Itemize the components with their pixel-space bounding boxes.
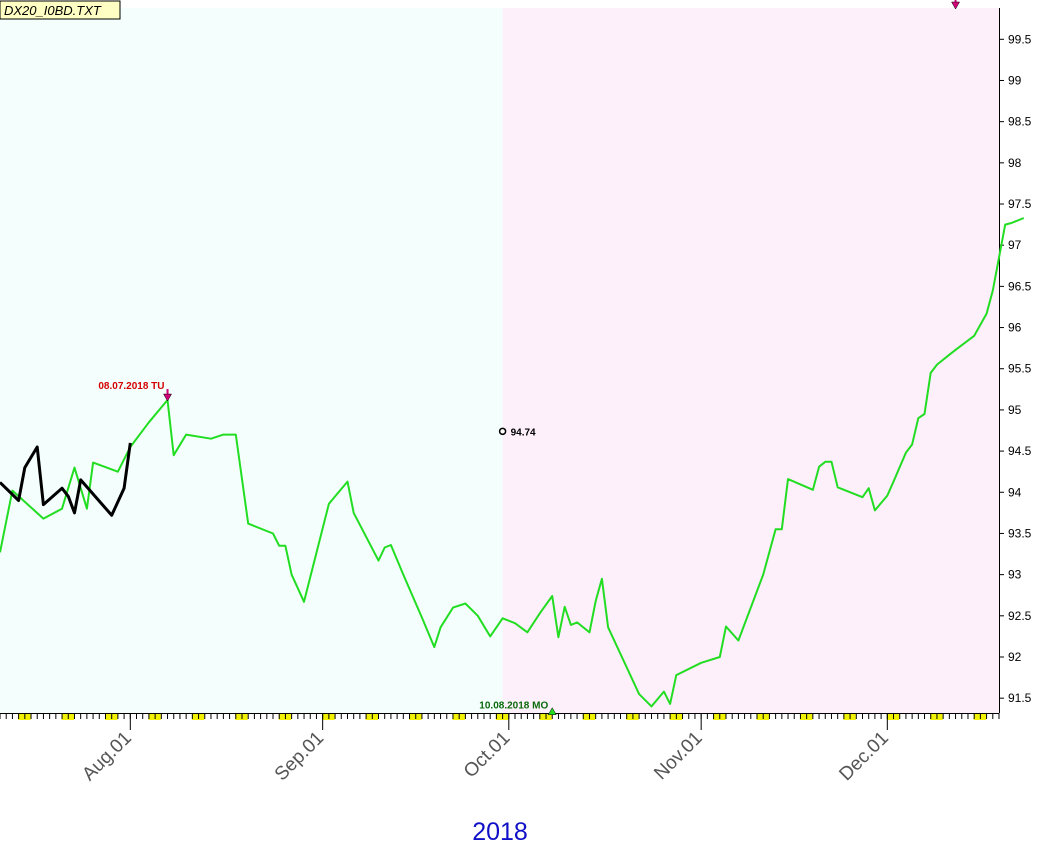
weekend-marker xyxy=(675,714,683,720)
green-series-line xyxy=(0,217,1025,708)
black-series-line xyxy=(0,442,132,517)
weekend-marker xyxy=(495,714,503,720)
weekend-marker xyxy=(278,714,285,720)
y-tick-label: 99 xyxy=(1008,73,1022,87)
y-tick-label: 94 xyxy=(1008,485,1022,499)
weekend-marker xyxy=(979,714,987,720)
weekend-marker xyxy=(365,714,372,720)
weekend-marker xyxy=(67,714,74,720)
weekend-marker xyxy=(626,714,633,720)
weekend-marker xyxy=(713,714,720,720)
weekend-marker xyxy=(191,714,199,720)
weekend-marker xyxy=(452,714,459,720)
weekend-marker xyxy=(371,714,378,720)
y-tick-label: 96.5 xyxy=(1008,279,1032,293)
weekend-marker xyxy=(328,714,335,720)
zone-background-1 xyxy=(0,8,503,713)
y-tick-label: 96 xyxy=(1008,321,1022,335)
weekend-marker xyxy=(415,714,422,720)
weekend-marker xyxy=(458,714,465,720)
weekend-marker xyxy=(669,714,676,720)
x-tick-label: Nov.01 xyxy=(650,728,706,784)
last-value-label: 94.74 xyxy=(511,427,536,438)
weekend-marker xyxy=(843,714,850,720)
weekend-marker xyxy=(241,714,248,720)
weekend-marker xyxy=(936,714,943,720)
weekend-marker xyxy=(756,714,763,720)
weekend-marker xyxy=(973,714,980,720)
y-tick-label: 93.5 xyxy=(1008,526,1032,540)
weekend-marker xyxy=(762,714,769,720)
x-tick-label: Sep.01 xyxy=(271,728,328,785)
weekend-marker xyxy=(849,714,856,720)
high-marker-arrow xyxy=(163,393,172,402)
x-tick-label: Oct.01 xyxy=(460,728,514,782)
weekend-marker xyxy=(632,714,639,720)
weekend-marker xyxy=(154,714,161,720)
x-axis: Aug.01 Sep.01 Oct.01 Nov.01 Dec.01 xyxy=(0,713,1000,785)
y-tick-label: 99.5 xyxy=(1008,32,1032,46)
weekend-marker xyxy=(198,714,205,720)
weekend-marker xyxy=(235,714,242,720)
high-annotation-label: 08.07.2018 TU xyxy=(98,381,164,392)
weekend-marker xyxy=(799,714,807,720)
y-tick-label: 93 xyxy=(1008,568,1022,582)
y-axis: 91.5 92 92.5 93 93.5 94 94.5 95 95.5 96 96.5 97 97.5… xyxy=(999,32,1032,705)
y-tick-label: 98 xyxy=(1008,156,1022,170)
weekend-marker xyxy=(61,714,68,720)
y-tick-label: 92.5 xyxy=(1008,609,1032,623)
weekend-marker xyxy=(545,714,552,720)
weekend-marker xyxy=(930,714,937,720)
weekend-marker xyxy=(148,714,155,720)
weekend-marker xyxy=(806,714,813,720)
weekend-marker xyxy=(18,714,25,720)
file-label-box: DX20_I0BD.TXT xyxy=(0,0,121,20)
x-tick-label: Dec.01 xyxy=(835,728,892,785)
low-annotation-label: 10.08.2018 MO xyxy=(479,701,548,712)
y-tick-label: 94.5 xyxy=(1008,444,1032,458)
y-tick-label: 98.5 xyxy=(1008,115,1032,129)
year-label: 2018 xyxy=(472,818,528,846)
y-tick-label: 95 xyxy=(1008,403,1022,417)
weekend-marker xyxy=(582,714,589,720)
y-tick-label: 91.5 xyxy=(1008,691,1032,705)
weekend-marker xyxy=(322,714,329,720)
high-marker-arrow xyxy=(951,1,960,10)
zone-background-2 xyxy=(502,8,999,713)
weekend-marker xyxy=(284,714,292,720)
weekend-marker xyxy=(588,714,596,720)
weekend-marker xyxy=(24,714,31,720)
weekend-marker xyxy=(893,714,900,720)
weekend-marker xyxy=(886,714,894,720)
last-value-marker xyxy=(498,427,507,436)
weekend-marker xyxy=(719,714,726,720)
y-tick-label: 97 xyxy=(1008,238,1022,252)
low-marker-arrow xyxy=(547,707,557,715)
weekend-marker xyxy=(409,714,416,720)
y-tick-label: 97.5 xyxy=(1008,197,1032,211)
y-tick-label: 95.5 xyxy=(1008,362,1032,376)
y-tick-label: 92 xyxy=(1008,650,1022,664)
weekend-marker xyxy=(502,714,509,720)
weekend-marker xyxy=(111,714,118,720)
weekend-marker xyxy=(104,714,112,720)
file-label: DX20_I0BD.TXT xyxy=(4,3,102,18)
x-tick-label: Aug.01 xyxy=(78,728,135,785)
weekend-marker xyxy=(539,714,546,720)
